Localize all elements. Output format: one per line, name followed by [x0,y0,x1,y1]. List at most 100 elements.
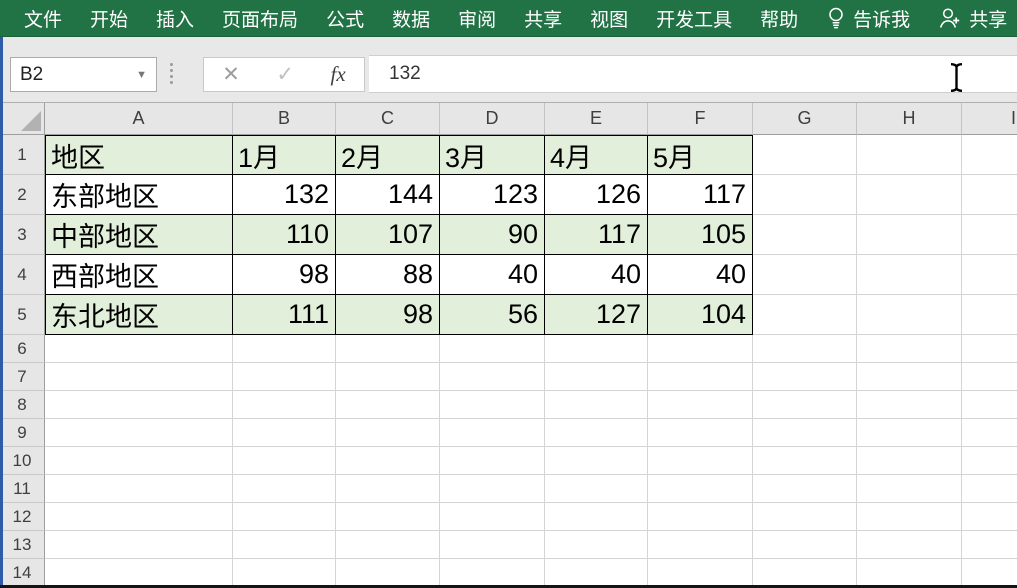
cell-E8[interactable] [545,391,648,419]
cell-C12[interactable] [336,503,440,531]
ribbon-tab-developer[interactable]: 开发工具 [656,5,732,32]
cell-C13[interactable] [336,531,440,559]
cell-E14[interactable] [545,559,648,585]
cell-E6[interactable] [545,335,648,363]
row-header-12[interactable]: 12 [0,503,45,531]
row-header-8[interactable]: 8 [0,391,45,419]
cell-D6[interactable] [440,335,545,363]
cell-A11[interactable] [45,475,233,503]
cell-B4[interactable]: 98 [233,255,336,295]
cell-A9[interactable] [45,419,233,447]
insert-function-icon[interactable]: fx [330,62,346,86]
cell-B10[interactable] [233,447,336,475]
cell-I3[interactable] [962,215,1017,255]
cell-D10[interactable] [440,447,545,475]
cell-D8[interactable] [440,391,545,419]
cell-A10[interactable] [45,447,233,475]
cell-D11[interactable] [440,475,545,503]
chevron-down-icon[interactable]: ▼ [136,68,147,81]
row-header-7[interactable]: 7 [0,363,45,391]
cell-E13[interactable] [545,531,648,559]
cell-A7[interactable] [45,363,233,391]
row-header-11[interactable]: 11 [0,475,45,503]
cell-D13[interactable] [440,531,545,559]
cell-A1[interactable]: 地区 [45,135,233,175]
cell-B7[interactable] [233,363,336,391]
cell-B11[interactable] [233,475,336,503]
cell-C9[interactable] [336,419,440,447]
column-header-F[interactable]: F [648,103,753,135]
cell-D2[interactable]: 123 [440,175,545,215]
row-header-5[interactable]: 5 [0,295,45,335]
cell-F9[interactable] [648,419,753,447]
cell-C5[interactable]: 98 [336,295,440,335]
cell-H14[interactable] [857,559,962,585]
cell-G4[interactable] [753,255,857,295]
cell-F5[interactable]: 104 [648,295,753,335]
column-header-B[interactable]: B [233,103,336,135]
select-all-button[interactable] [0,103,45,135]
cell-E5[interactable]: 127 [545,295,648,335]
cell-I5[interactable] [962,295,1017,335]
cell-I13[interactable] [962,531,1017,559]
cancel-icon[interactable]: ✕ [222,63,240,86]
cell-H2[interactable] [857,175,962,215]
cell-F13[interactable] [648,531,753,559]
ribbon-tab-file[interactable]: 文件 [24,5,62,32]
cell-C2[interactable]: 144 [336,175,440,215]
cell-B3[interactable]: 110 [233,215,336,255]
cell-G6[interactable] [753,335,857,363]
cell-D7[interactable] [440,363,545,391]
cell-I2[interactable] [962,175,1017,215]
cell-B6[interactable] [233,335,336,363]
cell-A5[interactable]: 东北地区 [45,295,233,335]
cell-I11[interactable] [962,475,1017,503]
cell-F1[interactable]: 5月 [648,135,753,175]
cell-H5[interactable] [857,295,962,335]
cell-C4[interactable]: 88 [336,255,440,295]
cell-F4[interactable]: 40 [648,255,753,295]
cell-H8[interactable] [857,391,962,419]
cell-H11[interactable] [857,475,962,503]
cell-I12[interactable] [962,503,1017,531]
cell-H12[interactable] [857,503,962,531]
column-header-E[interactable]: E [545,103,648,135]
cell-C8[interactable] [336,391,440,419]
cell-B13[interactable] [233,531,336,559]
cell-C3[interactable]: 107 [336,215,440,255]
cell-A4[interactable]: 西部地区 [45,255,233,295]
ribbon-tab-formulas[interactable]: 公式 [326,5,364,32]
name-box[interactable]: B2 ▼ [10,57,157,92]
cell-F14[interactable] [648,559,753,585]
cell-H9[interactable] [857,419,962,447]
cell-G14[interactable] [753,559,857,585]
cell-D9[interactable] [440,419,545,447]
column-header-H[interactable]: H [857,103,962,135]
cell-G12[interactable] [753,503,857,531]
row-header-13[interactable]: 13 [0,531,45,559]
ribbon-tab-tell-me[interactable]: 告诉我 [826,5,910,32]
cell-C10[interactable] [336,447,440,475]
cell-D12[interactable] [440,503,545,531]
cell-C11[interactable] [336,475,440,503]
row-header-1[interactable]: 1 [0,135,45,175]
row-header-2[interactable]: 2 [0,175,45,215]
cell-A3[interactable]: 中部地区 [45,215,233,255]
cell-A8[interactable] [45,391,233,419]
cell-E11[interactable] [545,475,648,503]
cell-C14[interactable] [336,559,440,585]
row-header-4[interactable]: 4 [0,255,45,295]
cell-D4[interactable]: 40 [440,255,545,295]
cell-I10[interactable] [962,447,1017,475]
cell-G10[interactable] [753,447,857,475]
row-header-6[interactable]: 6 [0,335,45,363]
cell-C6[interactable] [336,335,440,363]
cell-H13[interactable] [857,531,962,559]
cell-F3[interactable]: 105 [648,215,753,255]
cell-E12[interactable] [545,503,648,531]
cell-H4[interactable] [857,255,962,295]
cell-B8[interactable] [233,391,336,419]
cell-I14[interactable] [962,559,1017,585]
ribbon-tab-view[interactable]: 视图 [590,5,628,32]
cell-E10[interactable] [545,447,648,475]
